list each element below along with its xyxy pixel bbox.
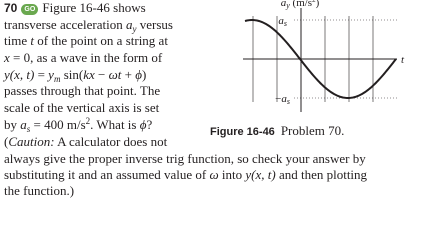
text: ϕ: [135, 67, 142, 82]
text: −: [94, 67, 109, 82]
text: 2: [85, 116, 91, 126]
text: . What is: [90, 117, 140, 132]
text-line: always give the proper inverse trig func…: [4, 151, 366, 166]
text-line: transverse acceleration ay versus: [4, 17, 173, 34]
text-line: time t of the point on a string at: [4, 33, 168, 48]
text: −: [275, 93, 281, 105]
text: ϕ: [139, 117, 147, 132]
text-line: substituting it and an assumed value of …: [4, 167, 367, 182]
text: passes through that point. The: [4, 83, 161, 98]
figure-caption: Figure 16-46 Problem 70.: [210, 123, 344, 139]
text: always give the proper inverse trig func…: [4, 151, 366, 166]
y-axis-label: ay (m/s2): [281, 0, 320, 10]
text: y(x, t): [4, 67, 35, 82]
text: a: [20, 117, 27, 132]
text-line: 70 GO Figure 16-46 shows: [4, 0, 146, 16]
text: m: [53, 74, 61, 84]
text: = 400 m/s: [30, 117, 86, 132]
text: x: [4, 50, 10, 65]
text: =: [34, 67, 49, 82]
text: sin(: [60, 67, 84, 82]
text: y: [132, 24, 137, 34]
text: ): [316, 0, 320, 9]
text: ωt: [108, 67, 122, 82]
text-line: the function.): [4, 183, 74, 198]
go-badge: GO: [21, 4, 39, 15]
text: y: [285, 1, 290, 10]
text: s: [284, 19, 287, 28]
text: (m/s: [290, 0, 312, 9]
figure: ay (m/s2) as −as t: [243, 0, 405, 112]
text: 2: [312, 0, 316, 4]
tick-label: −as: [275, 93, 290, 106]
text: +: [121, 67, 136, 82]
text: of the point on a string at: [33, 33, 168, 48]
x-axis-label: t: [401, 54, 405, 66]
page: 70 GO Figure 16-46 shows transverse accele…: [4, 0, 405, 198]
text: substituting it and an assumed value of: [4, 167, 210, 182]
text: time: [4, 33, 31, 48]
caption-text: Problem 70.: [280, 123, 345, 138]
text-line: by as = 400 m/s2. What is ϕ?: [4, 116, 153, 134]
text: by: [4, 117, 21, 132]
text: versus: [136, 17, 173, 32]
text: a: [125, 17, 133, 32]
text: transverse acceleration: [4, 17, 126, 32]
text-line: x = 0, as a wave in the form of: [4, 50, 162, 65]
text: s: [26, 124, 31, 134]
text: a: [281, 0, 287, 9]
text-line: scale of the vertical axis is set: [4, 100, 159, 115]
text: Caution:: [8, 134, 55, 149]
text: A calculator does not: [54, 134, 168, 149]
text: the function.): [4, 183, 75, 198]
text: kx: [83, 67, 95, 82]
text: a: [278, 15, 284, 27]
text: a: [281, 93, 287, 105]
text: = 0, as a wave in the form of: [9, 50, 163, 65]
text: scale of the vertical axis is set: [4, 100, 160, 115]
text: Figure 16-46 shows: [42, 0, 146, 15]
text: ): [141, 67, 147, 82]
caption-label: Figure 16-46: [210, 126, 275, 138]
wave-curve: [244, 18, 397, 100]
problem-number: 70: [4, 1, 18, 15]
text: (: [4, 134, 9, 149]
text: s: [287, 97, 290, 106]
text: t: [30, 33, 34, 48]
text: y: [48, 67, 54, 82]
text: and then plotting: [275, 167, 368, 182]
tick-label: as: [278, 15, 287, 28]
text: ?: [146, 117, 153, 132]
text: ω: [209, 167, 219, 182]
text-line: passes through that point. The: [4, 83, 160, 98]
text: into: [218, 167, 246, 182]
text-line: y(x, t) = ym sin(kx − ωt + ϕ): [4, 67, 147, 84]
text-line: (Caution: A calculator does not: [4, 134, 167, 149]
text: y(x, t): [245, 167, 276, 182]
